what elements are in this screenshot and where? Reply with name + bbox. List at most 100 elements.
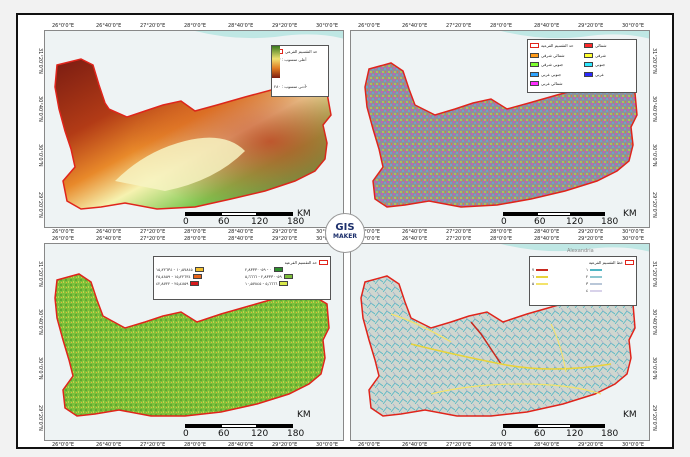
aspect-legend-item: غربي bbox=[584, 71, 634, 78]
stream-order: ٢ bbox=[586, 273, 634, 280]
x-tick-label: 28°0'0"E bbox=[490, 442, 513, 448]
elevation-low: أدنى منسوب : ٢٨٠- bbox=[274, 84, 308, 89]
x-tick-label: 30°0'0"E bbox=[622, 442, 645, 448]
x-tick-label: 28°40'0"E bbox=[228, 236, 254, 242]
y-tick-label: 31°20'0"N bbox=[37, 48, 43, 74]
x-tick-label: 26°40'0"E bbox=[402, 23, 428, 29]
x-tick-label: 27°20'0"E bbox=[446, 229, 472, 235]
x-tick-label: 29°20'0"E bbox=[578, 236, 604, 242]
aspect-legend-item: حد التقسيم الفرعية bbox=[530, 42, 580, 49]
y-tick-label: 30°40'0"N bbox=[37, 96, 43, 122]
panel-aspect: حد التقسيم الفرعية شمالي شمالي شرقي شرقي… bbox=[350, 30, 650, 228]
elevation-ramp bbox=[272, 46, 280, 78]
x-tick-label: 26°40'0"E bbox=[96, 229, 122, 235]
panel-elevation: حد التقسيم الفرعي أعلى منسوب : ٣٨٣ أدنى … bbox=[44, 30, 344, 228]
x-tick-label: 26°40'0"E bbox=[402, 236, 428, 242]
y-tick-label: 29°20'0"N bbox=[37, 405, 43, 431]
x-tick-label: 26°0'0"E bbox=[52, 236, 75, 242]
x-tick-label: 26°40'0"E bbox=[402, 229, 428, 235]
main-stream bbox=[410, 343, 612, 370]
x-tick-label: 28°40'0"E bbox=[228, 23, 254, 29]
x-tick-label: 28°0'0"E bbox=[490, 236, 513, 242]
y-tick-label: 29°20'0"N bbox=[37, 192, 43, 218]
x-tick-label: 26°40'0"E bbox=[96, 442, 122, 448]
y-tick-label: 31°20'0"N bbox=[651, 261, 657, 287]
x-tick-label: 27°20'0"E bbox=[140, 236, 166, 242]
x-tick-label: 27°20'0"E bbox=[446, 442, 472, 448]
slope-class: ٢٥٫٤٨٥٩ - ٤٢٫٨٧٢٢ bbox=[156, 280, 239, 287]
x-tick-label: 28°40'0"E bbox=[228, 229, 254, 235]
x-tick-label: 28°40'0"E bbox=[534, 236, 560, 242]
x-tick-label: 27°20'0"E bbox=[140, 229, 166, 235]
aspect-legend-item: جنوبي bbox=[584, 61, 634, 68]
x-tick-label: 26°0'0"E bbox=[52, 442, 75, 448]
x-tick-label: 28°0'0"E bbox=[184, 236, 207, 242]
x-tick-label: 29°20'0"E bbox=[578, 23, 604, 29]
stream-order: ٥ bbox=[532, 280, 580, 287]
place-label: Alexandria bbox=[567, 248, 594, 254]
x-tick-label: 26°40'0"E bbox=[96, 23, 122, 29]
basin-aspect bbox=[364, 62, 638, 208]
slope-class: ١٥٫٢٢٦٣٤ - ٢٥٫٤٨٥٩ bbox=[156, 273, 239, 280]
y-tick-label: 30°40'0"N bbox=[37, 309, 43, 335]
stream-order: ٣ bbox=[586, 280, 634, 287]
panel-slope: حد التقسيم الفرعية ١٠٫٥٧٨٤٥ - ١٥٫٢٢٦٣٤ ٠… bbox=[44, 243, 344, 441]
slope-class: ٥٫٦٦٦٦ - ١٠٫٥٧٨٤٥ bbox=[245, 280, 328, 287]
x-tick-label: 26°0'0"E bbox=[358, 236, 381, 242]
stream-order: ٤ bbox=[586, 287, 634, 294]
x-tick-label: 29°20'0"E bbox=[272, 229, 298, 235]
divide-line bbox=[470, 321, 502, 365]
elevation-map bbox=[54, 31, 343, 210]
x-tick-label: 26°40'0"E bbox=[96, 236, 122, 242]
slope-class: ٠ - ٢٫٨٣٣٣٠٠٥٩ bbox=[245, 266, 328, 273]
stream-order: ٧ bbox=[532, 266, 580, 273]
aspect-legend: حد التقسيم الفرعية شمالي شمالي شرقي شرقي… bbox=[527, 39, 637, 93]
x-tick-label: 27°20'0"E bbox=[140, 442, 166, 448]
x-tick-label: 30°0'0"E bbox=[622, 229, 645, 235]
x-tick-label: 30°0'0"E bbox=[316, 442, 339, 448]
x-tick-label: 28°0'0"E bbox=[184, 229, 207, 235]
streams-legend-title: خط التقسيم الفرعية bbox=[532, 259, 634, 266]
x-tick-label: 30°0'0"E bbox=[622, 236, 645, 242]
sea-area bbox=[501, 244, 649, 252]
aspect-legend-item: جنوبي غربي bbox=[530, 71, 580, 78]
y-tick-label: 30°40'0"N bbox=[651, 309, 657, 335]
x-tick-label: 27°20'0"E bbox=[446, 23, 472, 29]
x-tick-label: 30°0'0"E bbox=[316, 23, 339, 29]
y-tick-label: 31°20'0"N bbox=[37, 261, 43, 287]
aspect-map bbox=[364, 31, 649, 208]
slope-map bbox=[54, 273, 330, 417]
x-tick-label: 28°0'0"E bbox=[490, 23, 513, 29]
x-tick-label: 27°20'0"E bbox=[446, 236, 472, 242]
stream bbox=[550, 323, 567, 373]
basin-streams bbox=[360, 275, 636, 417]
stream bbox=[390, 313, 452, 343]
x-tick-label: 28°40'0"E bbox=[228, 442, 254, 448]
basin-slope bbox=[54, 273, 330, 417]
y-tick-label: 30°0'0"N bbox=[37, 144, 43, 167]
aspect-legend-item: شمالي شرقي bbox=[530, 52, 580, 59]
scale-bar-2: 0 60 120 180 KM bbox=[501, 209, 637, 227]
sea-area bbox=[501, 31, 649, 39]
slope-class: ١٠٫٥٧٨٤٥ - ١٥٫٢٢٦٣٤ bbox=[156, 266, 239, 273]
x-tick-label: 26°0'0"E bbox=[358, 442, 381, 448]
scale-bar-4: 0 60 120 180 KM bbox=[501, 410, 637, 439]
y-tick-label: 30°0'0"N bbox=[37, 357, 43, 380]
stream-order: ٦ bbox=[532, 273, 580, 280]
streams-legend: خط التقسيم الفرعية ٧ ١ ٦ ٢ ٥ ٣ ٤ bbox=[529, 256, 637, 306]
y-tick-label: 31°20'0"N bbox=[651, 48, 657, 74]
x-tick-label: 29°20'0"E bbox=[272, 23, 298, 29]
y-tick-label: 30°40'0"N bbox=[651, 96, 657, 122]
aspect-legend-item: شمالي bbox=[584, 42, 634, 49]
x-tick-label: 28°0'0"E bbox=[490, 229, 513, 235]
aspect-legend-item: جنوبي شرقي bbox=[530, 61, 580, 68]
y-tick-label: 29°20'0"N bbox=[651, 405, 657, 431]
x-tick-label: 28°40'0"E bbox=[534, 23, 560, 29]
stream-order bbox=[532, 287, 580, 294]
x-tick-label: 29°20'0"E bbox=[272, 236, 298, 242]
x-tick-label: 26°40'0"E bbox=[402, 442, 428, 448]
x-tick-label: 28°40'0"E bbox=[534, 442, 560, 448]
elevation-legend-boundary: حد التقسيم الفرعي bbox=[274, 48, 326, 55]
x-tick-label: 26°0'0"E bbox=[358, 23, 381, 29]
x-tick-label: 26°0'0"E bbox=[52, 229, 75, 235]
